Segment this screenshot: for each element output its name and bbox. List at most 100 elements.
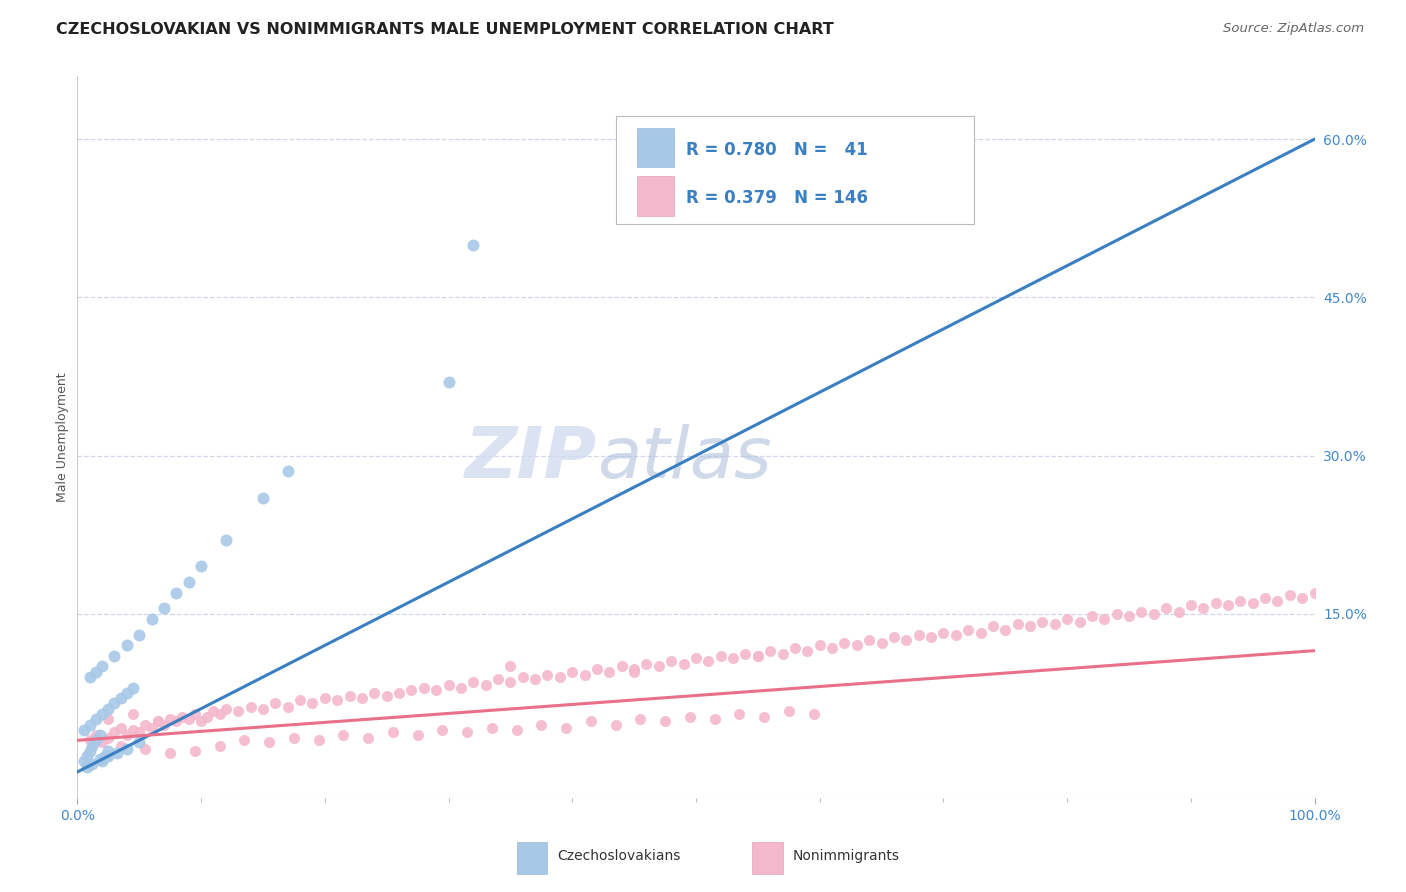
Point	[91, 706, 114, 721]
Point	[623, 662, 645, 676]
Point	[579, 714, 602, 729]
Point	[277, 699, 299, 714]
Point	[326, 693, 349, 707]
Point	[76, 749, 98, 764]
Point	[84, 712, 107, 726]
Point	[1154, 601, 1177, 615]
Point	[128, 725, 150, 739]
Point	[512, 670, 534, 684]
Point	[586, 662, 609, 676]
FancyBboxPatch shape	[516, 842, 547, 874]
Point	[72, 755, 94, 769]
Point	[233, 733, 256, 747]
Point	[808, 639, 831, 653]
Point	[184, 706, 207, 721]
Point	[239, 699, 262, 714]
Point	[1031, 615, 1053, 630]
Point	[920, 630, 942, 644]
Point	[357, 731, 380, 746]
Point	[288, 693, 311, 707]
Point	[463, 237, 485, 252]
Text: Nonimmigrants: Nonimmigrants	[793, 849, 900, 863]
Point	[1291, 591, 1313, 605]
Point	[195, 710, 218, 724]
Point	[450, 681, 472, 695]
Point	[93, 749, 115, 764]
Point	[994, 623, 1017, 637]
Point	[1216, 599, 1239, 613]
Point	[79, 733, 101, 747]
Point	[97, 701, 120, 715]
Point	[91, 755, 114, 769]
Text: Czechoslovakians: Czechoslovakians	[557, 849, 681, 863]
Point	[72, 723, 94, 737]
Point	[710, 648, 733, 663]
Point	[128, 735, 150, 749]
Point	[277, 464, 299, 478]
Point	[1241, 596, 1264, 610]
Point	[752, 710, 775, 724]
Point	[778, 704, 800, 718]
Point	[146, 714, 169, 729]
Point	[115, 741, 138, 756]
Point	[574, 668, 596, 682]
Point	[406, 728, 429, 742]
Point	[474, 678, 496, 692]
Point	[84, 665, 107, 679]
Point	[301, 697, 323, 711]
Point	[264, 697, 287, 711]
Point	[803, 706, 825, 721]
Point	[208, 739, 231, 753]
Point	[110, 739, 132, 753]
Point	[122, 723, 145, 737]
Point	[141, 612, 163, 626]
Point	[159, 712, 181, 726]
Point	[159, 746, 181, 760]
Point	[932, 625, 955, 640]
Point	[97, 731, 120, 746]
Point	[481, 721, 503, 735]
Point	[165, 714, 187, 729]
Point	[1267, 594, 1289, 608]
Point	[437, 678, 460, 692]
Point	[105, 746, 128, 760]
Point	[332, 728, 354, 742]
Point	[530, 717, 553, 731]
Point	[796, 643, 818, 657]
Point	[146, 714, 169, 729]
Point	[1019, 619, 1042, 633]
Point	[598, 665, 620, 679]
Point	[834, 636, 856, 650]
Point	[257, 735, 280, 749]
Point	[308, 733, 330, 747]
Point	[870, 636, 893, 650]
FancyBboxPatch shape	[637, 128, 673, 168]
Point	[103, 697, 125, 711]
Point	[134, 741, 156, 756]
Point	[1192, 601, 1215, 615]
Point	[505, 723, 527, 737]
Point	[821, 640, 844, 655]
Point	[555, 721, 578, 735]
Point	[1007, 617, 1029, 632]
Point	[177, 575, 200, 590]
Point	[957, 623, 980, 637]
Point	[659, 654, 682, 668]
Point	[1056, 612, 1078, 626]
Point	[91, 735, 114, 749]
Point	[226, 704, 249, 718]
Point	[1303, 585, 1326, 599]
Point	[1043, 617, 1066, 632]
Point	[605, 717, 627, 731]
Point	[375, 689, 398, 703]
Point	[721, 651, 744, 665]
Point	[747, 648, 769, 663]
Point	[363, 686, 385, 700]
Point	[1167, 605, 1189, 619]
Point	[79, 670, 101, 684]
Point	[610, 659, 633, 673]
Point	[110, 691, 132, 706]
Text: R = 0.780   N =   41: R = 0.780 N = 41	[686, 141, 868, 159]
Point	[945, 628, 967, 642]
Point	[486, 672, 509, 686]
